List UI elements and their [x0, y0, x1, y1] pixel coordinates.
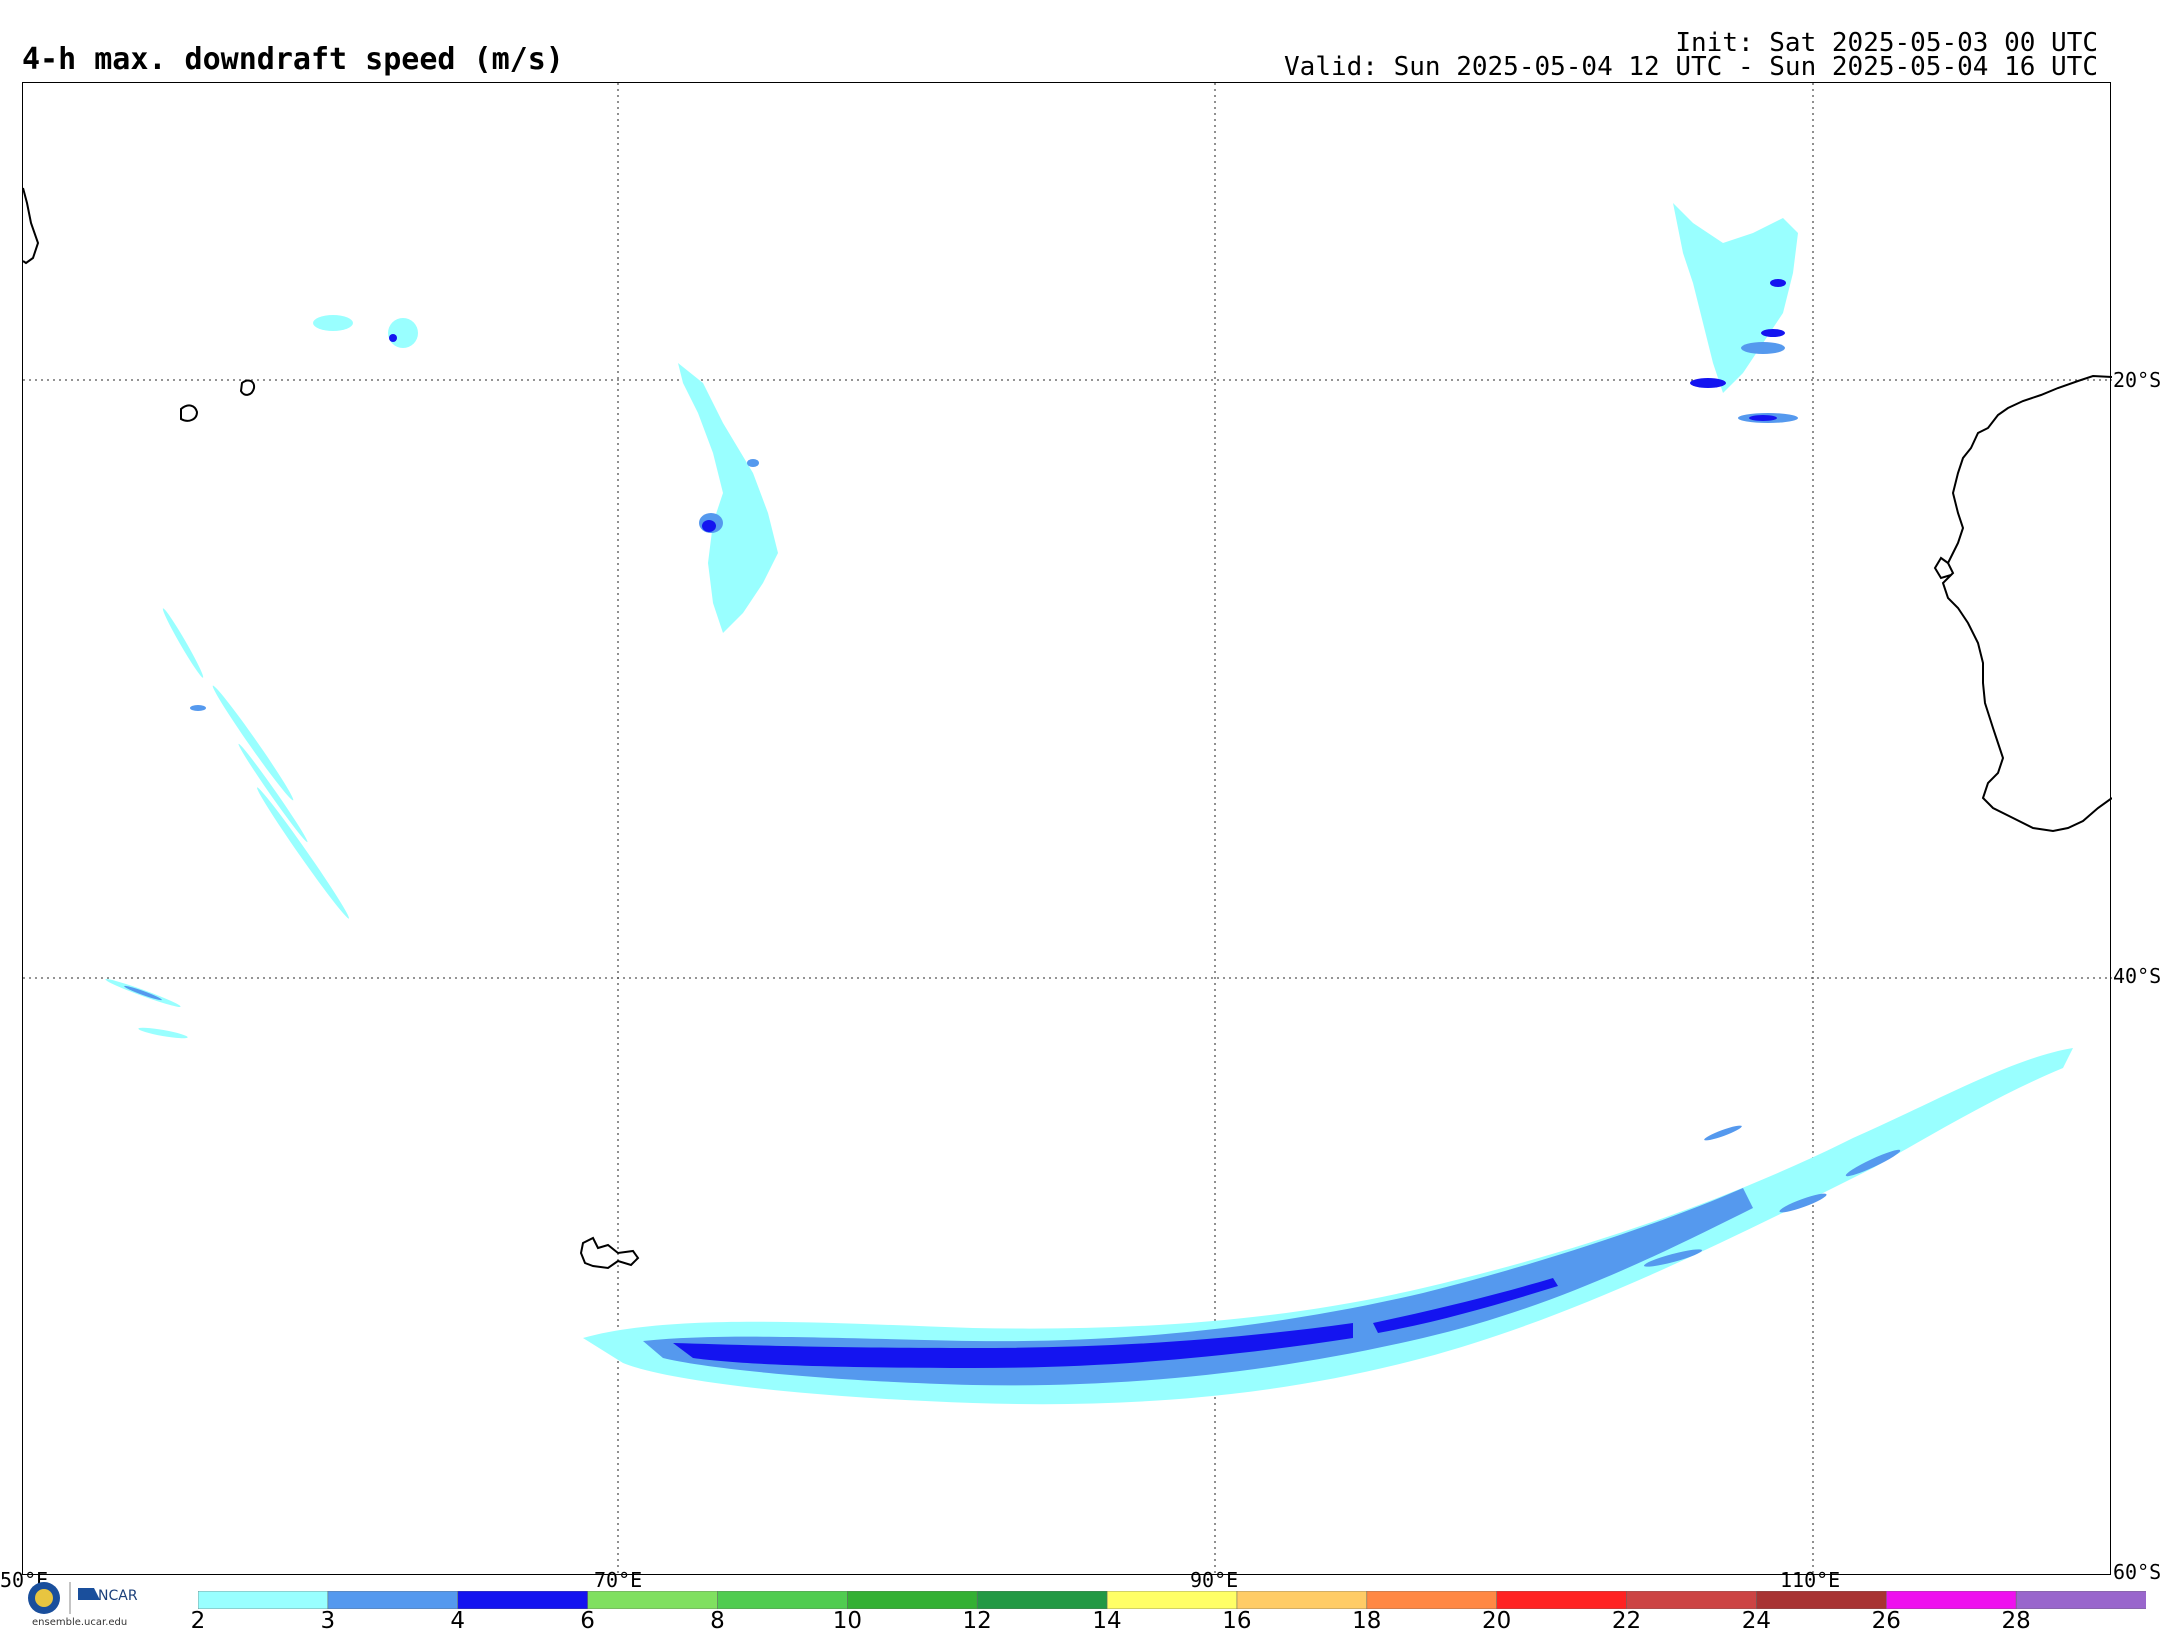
logo-url: ensemble.ucar.edu: [32, 1617, 128, 1628]
ne-cluster: [1673, 203, 1798, 423]
colorbar-swatch: [1756, 1590, 1888, 1610]
colorbar-swatch: [717, 1590, 849, 1610]
lon-label-90e: 90°E: [1190, 1568, 1239, 1592]
colorbar-tick-label: 4: [450, 1608, 466, 1634]
colorbar-tick-label: 16: [1222, 1608, 1252, 1634]
gridlines: [23, 83, 2112, 1576]
valid-time: Valid: Sun 2025-05-04 12 UTC - Sun 2025-…: [1284, 52, 2098, 82]
colorbar-swatch: [1496, 1590, 1628, 1610]
colorbar-tick-label: 6: [580, 1608, 595, 1634]
colorbar-swatch: [1885, 1590, 2017, 1610]
colorbar-swatch: [327, 1590, 459, 1610]
coastlines: [23, 187, 2112, 1270]
init-time: Init: Sat 2025-05-03 00 UTC: [1675, 28, 2098, 58]
colorbar-swatches: [197, 1590, 2147, 1610]
lon-label-110e: 110°E: [1780, 1568, 1841, 1592]
colorbar-swatch: [197, 1590, 329, 1610]
colorbar-swatch: [976, 1590, 1108, 1610]
map-title: 4-h max. downdraft speed (m/s): [22, 42, 564, 77]
shark-bay-coast: [1933, 556, 1952, 580]
colorbar-tick-label: 10: [832, 1608, 862, 1634]
map-canvas: [23, 83, 2112, 1576]
colorbar: [197, 1590, 2147, 1610]
west-streaks: [105, 315, 418, 1039]
lat-label-20s: 20°S: [2113, 368, 2160, 392]
ncar-mark-icon: [78, 1588, 100, 1600]
map-panel: [22, 82, 2112, 1576]
colorbar-swatch: [457, 1590, 589, 1610]
colorbar-tick-label: 20: [1482, 1608, 1512, 1634]
colorbar-swatch: [1236, 1590, 1368, 1610]
colorbar-tick-label: 8: [710, 1608, 725, 1634]
colorbar-swatch: [587, 1590, 719, 1610]
lat-label-60s: 60°S: [2113, 1560, 2160, 1584]
colorbar-swatch: [1626, 1590, 1758, 1610]
colorbar-tick-label: 22: [1611, 1608, 1642, 1634]
colorbar-swatch: [1106, 1590, 1238, 1610]
central-cluster: [678, 363, 778, 633]
lon-label-70e: 70°E: [594, 1568, 643, 1592]
reunion-coast: [180, 404, 199, 422]
madagascar-coast: [23, 187, 40, 265]
colorbar-swatch: [1366, 1590, 1498, 1610]
mauritius-coast: [239, 379, 256, 396]
colorbar-tick-label: 3: [320, 1608, 336, 1634]
colorbar-tick-label: 12: [962, 1608, 992, 1634]
kerguelen-coast: [579, 1236, 640, 1270]
lat-label-40s: 40°S: [2113, 964, 2160, 988]
colorbar-tick-label: 14: [1092, 1608, 1122, 1634]
colorbar-tick-label: 26: [1871, 1608, 1901, 1634]
band-darkblue: [673, 1323, 1353, 1368]
colorbar-swatch: [847, 1590, 979, 1610]
colorbar-swatch: [2015, 1590, 2147, 1610]
colorbar-tick-label: 18: [1352, 1608, 1382, 1634]
logo-org-text: NCAR: [98, 1588, 138, 1604]
downdraft-shading: [105, 203, 2073, 1405]
colorbar-tick-label: 24: [1741, 1608, 1772, 1634]
colorbar-tick-label: 28: [2001, 1608, 2031, 1634]
ncar-logo: NCAR: [22, 1578, 162, 1624]
colorbar-tick-label: 2: [190, 1608, 206, 1634]
australia-coast: [1941, 374, 2112, 833]
